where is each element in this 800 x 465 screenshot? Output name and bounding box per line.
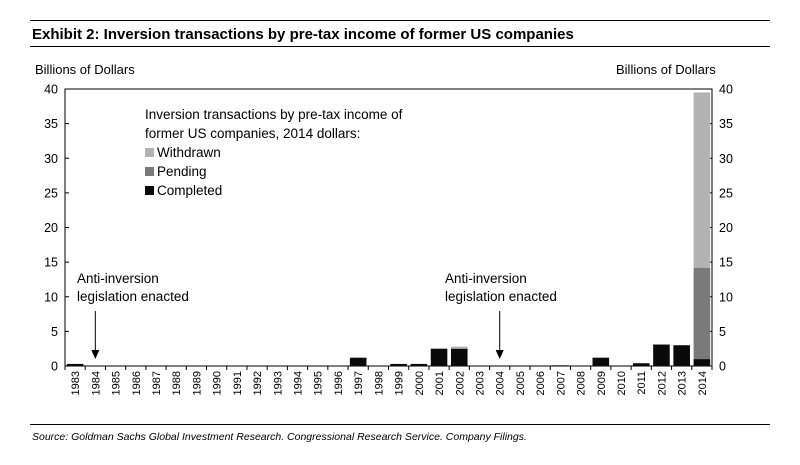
y-tick-label-left: 20 [44,221,58,235]
x-tick-label: 1995 [313,371,325,395]
right-axis-unit: Billions of Dollars [616,62,716,77]
y-tick-label-right: 40 [719,83,733,97]
y-tick-label-right: 0 [719,360,726,374]
x-tick-label: 2011 [636,371,648,395]
x-tick-label: 1999 [394,371,406,395]
y-tick-label-left: 0 [51,360,58,374]
x-tick-label: 2010 [616,371,628,395]
x-tick-label: 1990 [212,371,224,395]
x-tick-label: 1987 [151,371,163,395]
x-tick-label: 1992 [252,371,264,395]
bar-completed-1997 [349,357,367,366]
bar-completed-2014 [693,359,711,366]
x-tick-label: 2005 [515,371,527,395]
bar-completed-1983 [66,363,84,366]
x-tick-label: 2003 [474,371,486,395]
y-tick-label-right: 5 [719,325,726,339]
legend-title-line-2: former US companies, 2014 dollars: [145,126,360,141]
x-tick-label: 2004 [495,371,507,395]
y-tick-label-left: 35 [44,117,58,131]
bottom-rule [30,424,770,425]
bar-completed-2013 [673,345,690,366]
x-tick-label: 1993 [272,371,284,395]
y-tick-label-right: 10 [719,290,733,304]
y-tick-label-left: 30 [44,152,58,166]
annotation-line-2-1984: legislation enacted [77,289,189,304]
exhibit-title: Exhibit 2: Inversion transactions by pre… [32,26,574,43]
y-tick-label-right: 25 [719,186,733,200]
bar-withdrawn-2002 [450,346,468,349]
x-tick-label: 1989 [191,371,203,395]
y-tick-label-left: 10 [44,290,58,304]
bar-withdrawn-2014 [693,92,711,268]
x-tick-label: 1988 [171,371,183,395]
x-tick-label: 1983 [70,371,82,395]
x-tick-label: 2008 [576,371,588,395]
annotation-line-2-2004: legislation enacted [445,289,557,304]
x-tick-label: 1991 [232,371,244,395]
bar-completed-1999 [390,363,407,366]
y-tick-label-left: 40 [44,83,58,97]
annotation-line-1-2004: Anti-inversion [445,271,527,286]
x-tick-label: 2007 [555,371,567,395]
x-tick-label: 1984 [90,371,102,395]
y-tick-label-left: 25 [44,186,58,200]
x-tick-label: 1996 [333,371,345,395]
x-tick-label: 2001 [434,371,446,395]
top-rule [30,20,770,21]
bar-completed-2000 [410,363,428,366]
y-tick-label-right: 20 [719,221,733,235]
legend-swatch-pending [145,167,154,176]
x-tick-label: 2014 [697,371,709,395]
x-tick-label: 2000 [414,371,426,395]
x-tick-label: 1998 [373,371,385,395]
x-tick-label: 2009 [596,371,608,395]
y-tick-label-left: 15 [44,256,58,270]
annotation-arrow-head-1984 [91,350,100,359]
title-rule [30,46,770,47]
y-tick-label-right: 15 [719,256,733,270]
bar-completed-2001 [430,348,448,366]
annotation-line-1-1984: Anti-inversion [77,271,159,286]
y-tick-label-right: 35 [719,117,733,131]
bar-pending-2014 [693,267,711,360]
x-tick-label: 2013 [677,371,689,395]
legend-swatch-withdrawn [145,148,154,157]
x-tick-label: 1997 [353,371,365,395]
y-tick-label-right: 30 [719,152,733,166]
bar-completed-2007 [552,365,569,367]
x-tick-label: 1985 [111,371,123,395]
legend-label-pending: Pending [157,164,207,179]
bar-completed-2002 [450,348,468,366]
legend-title-line-1: Inversion transactions by pre-tax income… [145,107,403,122]
left-axis-unit: Billions of Dollars [35,62,135,77]
bar-completed-2009 [592,357,610,366]
source-note: Source: Goldman Sachs Global Investment … [32,431,527,443]
bar-completed-2011 [632,363,650,366]
x-tick-label: 1994 [293,371,305,395]
x-tick-label: 2002 [454,371,466,395]
annotation-arrow-head-2004 [495,350,504,359]
x-tick-label: 2006 [535,371,547,395]
legend-label-completed: Completed [157,183,222,198]
legend-swatch-completed [145,186,154,195]
bar-completed-2012 [653,344,670,366]
y-tick-label-left: 5 [51,325,58,339]
x-tick-label: 1986 [131,371,143,395]
x-tick-label: 2012 [656,371,668,395]
legend-label-withdrawn: Withdrawn [157,145,221,160]
